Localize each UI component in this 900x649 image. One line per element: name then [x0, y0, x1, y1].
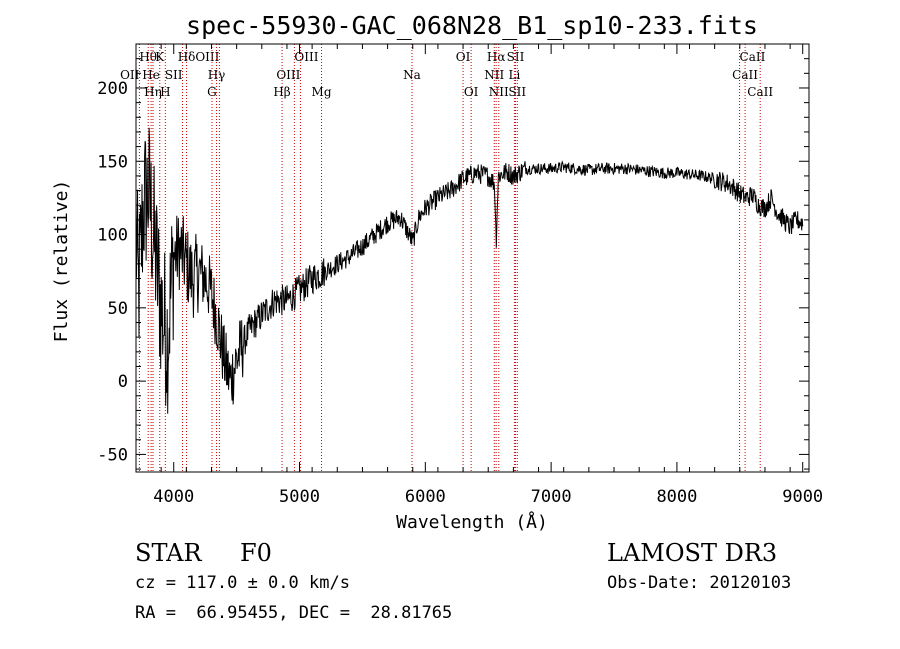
- y-axis: -50 0 50 100 150 200: [97, 43, 809, 470]
- line-marker-label: CaII: [747, 85, 773, 99]
- y-tick-label: -50: [97, 445, 128, 465]
- line-marker-label: NII: [484, 68, 504, 82]
- line-marker-label: Mg: [312, 85, 332, 99]
- spectrum-line: [135, 127, 804, 414]
- survey-name: LAMOST DR3: [607, 539, 778, 567]
- line-marker-label: SII: [507, 50, 525, 64]
- line-marker-label: CaII: [740, 50, 766, 64]
- x-axis-label: Wavelength (Å): [396, 511, 548, 533]
- chart-title: spec-55930-GAC_068N28_B1_sp10-233.fits: [186, 11, 758, 40]
- line-marker-label: SII: [165, 68, 183, 82]
- line-marker-label: OIII: [294, 50, 318, 64]
- x-tick-label: 7000: [531, 487, 572, 507]
- coordinates-text: RA = 66.95455, DEC = 28.81765: [135, 603, 453, 623]
- line-marker-label: Hδ: [178, 50, 196, 64]
- x-tick-label: 8000: [656, 487, 697, 507]
- line-marker-label: OIII: [276, 68, 300, 82]
- line-marker-label: CaII: [732, 68, 758, 82]
- plot-frame: [135, 43, 810, 473]
- y-axis-label: Flux (relative): [51, 180, 72, 343]
- line-marker-label: Hα: [487, 50, 506, 64]
- line-marker-label: OI: [464, 85, 479, 99]
- line-marker-label: NII: [489, 85, 509, 99]
- y-tick-label: 150: [97, 152, 128, 172]
- y-tick-label: 50: [108, 299, 128, 319]
- x-tick-label: 6000: [405, 487, 446, 507]
- line-marker-label: Hγ: [208, 68, 226, 82]
- x-tick-label: 4000: [153, 487, 194, 507]
- line-marker-label: OII: [120, 68, 140, 82]
- y-tick-label: 100: [97, 226, 128, 246]
- obs-date-text: Obs-Date: 20120103: [607, 573, 792, 593]
- x-tick-label: 9000: [782, 487, 823, 507]
- object-class: STAR: [135, 539, 202, 567]
- line-marker-label: K: [155, 50, 165, 64]
- line-marker-label: Li: [508, 68, 520, 82]
- redshift-text: cz = 117.0 ± 0.0 km/s: [135, 573, 350, 593]
- line-marker-label: He: [142, 68, 160, 82]
- line-marker-label: Na: [403, 68, 421, 82]
- line-marker-label: G: [207, 85, 217, 99]
- line-marker-label: OIII: [195, 50, 219, 64]
- object-subclass: F0: [240, 539, 272, 567]
- line-marker-label: OI: [456, 50, 471, 64]
- x-axis: 4000 5000 6000 7000 8000 9000: [135, 44, 823, 507]
- line-marker-label: Hη: [144, 85, 162, 99]
- line-marker-label: Hβ: [273, 85, 290, 99]
- y-tick-label: 0: [118, 372, 128, 392]
- line-marker-label: SII: [508, 85, 526, 99]
- x-tick-label: 5000: [279, 487, 320, 507]
- y-tick-label: 200: [97, 79, 128, 99]
- line-marker-label: H: [160, 85, 170, 99]
